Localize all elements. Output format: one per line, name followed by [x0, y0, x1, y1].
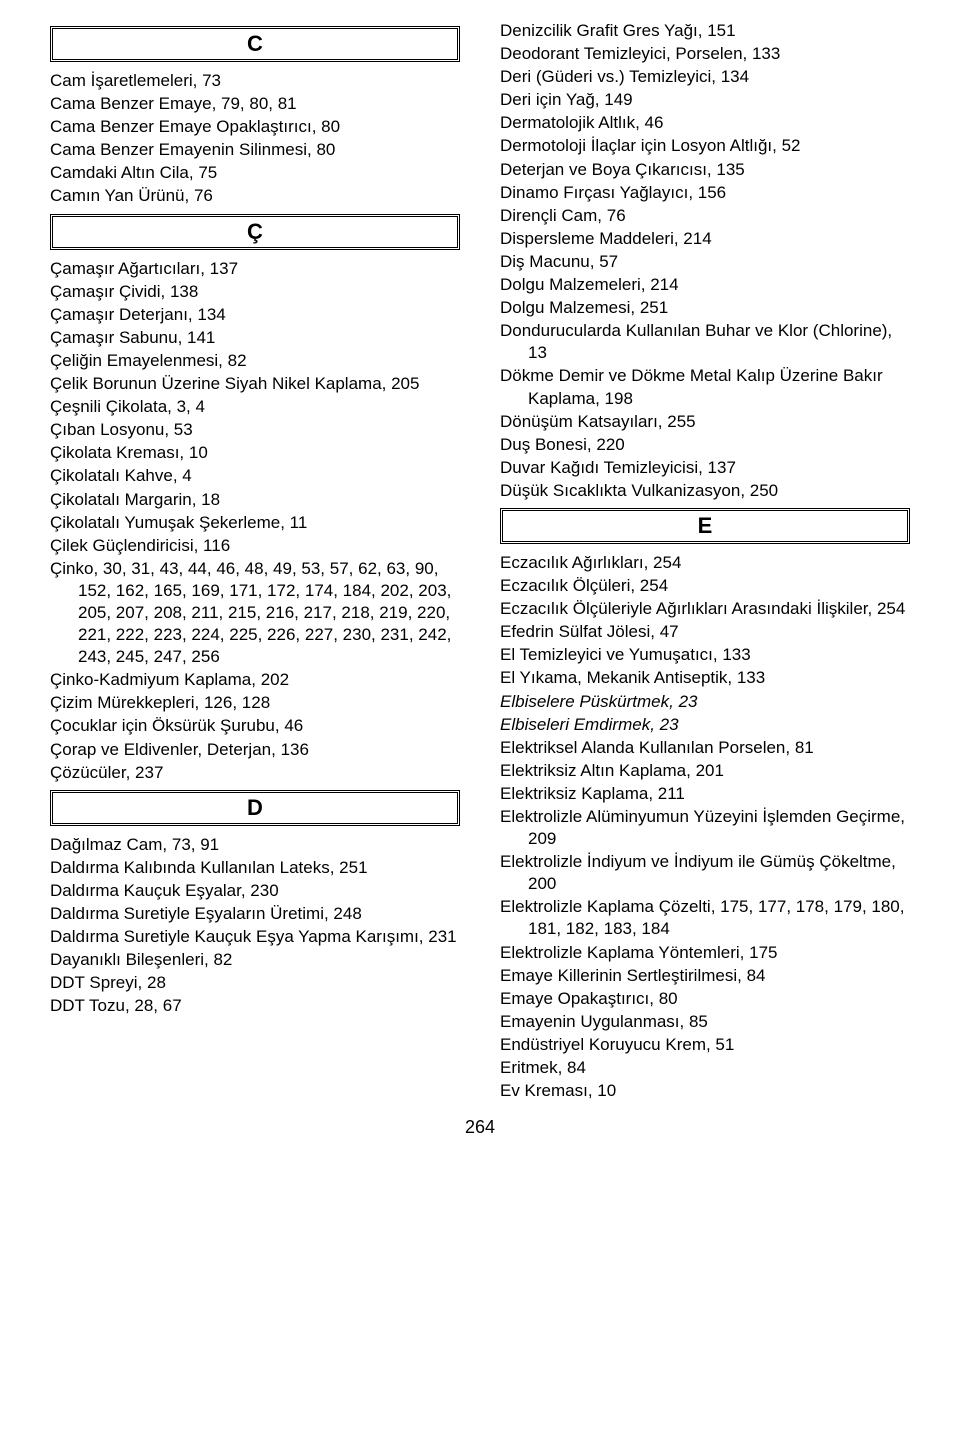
index-entry: Camın Yan Ürünü, 76: [50, 185, 460, 207]
index-entry: Daldırma Suretiyle Kauçuk Eşya Yapma Kar…: [50, 926, 460, 948]
index-entry: Çıban Losyonu, 53: [50, 419, 460, 441]
index-entry: Eczacılık Ölçüleri, 254: [500, 575, 910, 597]
index-entry: Dolgu Malzemeleri, 214: [500, 274, 910, 296]
index-entry: Elektriksiz Altın Kaplama, 201: [500, 760, 910, 782]
index-entry: Çizim Mürekkepleri, 126, 128: [50, 692, 460, 714]
letter-heading: D: [50, 790, 460, 826]
index-entry: Çamaşır Deterjanı, 134: [50, 304, 460, 326]
index-entry: Elektriksel Alanda Kullanılan Porselen, …: [500, 737, 910, 759]
entries-list: Çamaşır Ağartıcıları, 137Çamaşır Çividi,…: [50, 258, 460, 784]
index-entry: Çamaşır Sabunu, 141: [50, 327, 460, 349]
right-column: Denizcilik Grafit Gres Yağı, 151Deodoran…: [500, 20, 910, 1103]
index-entry: Eczacılık Ölçüleriyle Ağırlıkları Arasın…: [500, 598, 910, 620]
index-entry: DDT Tozu, 28, 67: [50, 995, 460, 1017]
letter-heading: Ç: [50, 214, 460, 250]
index-entry: Cama Benzer Emaye, 79, 80, 81: [50, 93, 460, 115]
index-entry: Deri için Yağ, 149: [500, 89, 910, 111]
left-column: CCam İşaretlemeleri, 73Cama Benzer Emaye…: [50, 20, 460, 1103]
index-entry: Çinko-Kadmiyum Kaplama, 202: [50, 669, 460, 691]
page-columns: CCam İşaretlemeleri, 73Cama Benzer Emaye…: [50, 20, 910, 1103]
index-entry: Çikolatalı Yumuşak Şekerleme, 11: [50, 512, 460, 534]
index-entry: Camdaki Altın Cila, 75: [50, 162, 460, 184]
index-entry: Çinko, 30, 31, 43, 44, 46, 48, 49, 53, 5…: [50, 558, 460, 668]
index-entry: Dondurucularda Kullanılan Buhar ve Klor …: [500, 320, 910, 364]
index-entry: Deodorant Temizleyici, Porselen, 133: [500, 43, 910, 65]
index-entry: Dispersleme Maddeleri, 214: [500, 228, 910, 250]
index-entry: Ev Kreması, 10: [500, 1080, 910, 1102]
index-entry: Duş Bonesi, 220: [500, 434, 910, 456]
index-entry: Daldırma Kalıbında Kullanılan Lateks, 25…: [50, 857, 460, 879]
entries-list: Dağılmaz Cam, 73, 91Daldırma Kalıbında K…: [50, 834, 460, 1018]
index-entry: Çelik Borunun Üzerine Siyah Nikel Kaplam…: [50, 373, 460, 395]
index-entry: Eczacılık Ağırlıkları, 254: [500, 552, 910, 574]
index-entry: Dayanıklı Bileşenleri, 82: [50, 949, 460, 971]
page-number: 264: [50, 1117, 910, 1138]
index-entry: Elbiseleri Emdirmek, 23: [500, 714, 910, 736]
index-entry: Cama Benzer Emaye Opaklaştırıcı, 80: [50, 116, 460, 138]
entries-list: Denizcilik Grafit Gres Yağı, 151Deodoran…: [500, 20, 910, 502]
index-entry: Çeşnili Çikolata, 3, 4: [50, 396, 460, 418]
index-entry: Cam İşaretlemeleri, 73: [50, 70, 460, 92]
entries-list: Cam İşaretlemeleri, 73Cama Benzer Emaye,…: [50, 70, 460, 208]
index-entry: Deri (Güderi vs.) Temizleyici, 134: [500, 66, 910, 88]
index-entry: Çorap ve Eldivenler, Deterjan, 136: [50, 739, 460, 761]
index-entry: Elbiselere Püskürtmek, 23: [500, 691, 910, 713]
index-entry: Elektrolizle İndiyum ve İndiyum ile Gümü…: [500, 851, 910, 895]
index-entry: Dönüşüm Katsayıları, 255: [500, 411, 910, 433]
index-entry: El Temizleyici ve Yumuşatıcı, 133: [500, 644, 910, 666]
index-entry: Efedrin Sülfat Jölesi, 47: [500, 621, 910, 643]
index-entry: Dermatolojik Altlık, 46: [500, 112, 910, 134]
index-entry: Cama Benzer Emayenin Silinmesi, 80: [50, 139, 460, 161]
index-entry: Emaye Killerinin Sertleştirilmesi, 84: [500, 965, 910, 987]
index-entry: Deterjan ve Boya Çıkarıcısı, 135: [500, 159, 910, 181]
index-entry: Emaye Opakaştırıcı, 80: [500, 988, 910, 1010]
index-entry: Çikolatalı Margarin, 18: [50, 489, 460, 511]
index-entry: Çocuklar için Öksürük Şurubu, 46: [50, 715, 460, 737]
index-entry: Daldırma Kauçuk Eşyalar, 230: [50, 880, 460, 902]
index-entry: Elektrolizle Kaplama Yöntemleri, 175: [500, 942, 910, 964]
index-entry: Düşük Sıcaklıkta Vulkanizasyon, 250: [500, 480, 910, 502]
index-entry: Çilek Güçlendiricisi, 116: [50, 535, 460, 557]
index-entry: Çamaşır Ağartıcıları, 137: [50, 258, 460, 280]
index-entry: Denizcilik Grafit Gres Yağı, 151: [500, 20, 910, 42]
letter-heading: E: [500, 508, 910, 544]
index-entry: Çeliğin Emayelenmesi, 82: [50, 350, 460, 372]
index-entry: El Yıkama, Mekanik Antiseptik, 133: [500, 667, 910, 689]
letter-heading: C: [50, 26, 460, 62]
index-entry: Elektrolizle Kaplama Çözelti, 175, 177, …: [500, 896, 910, 940]
index-entry: Duvar Kağıdı Temizleyicisi, 137: [500, 457, 910, 479]
index-entry: DDT Spreyi, 28: [50, 972, 460, 994]
index-entry: Daldırma Suretiyle Eşyaların Üretimi, 24…: [50, 903, 460, 925]
index-entry: Dinamo Fırçası Yağlayıcı, 156: [500, 182, 910, 204]
index-entry: Çözücüler, 237: [50, 762, 460, 784]
index-entry: Dökme Demir ve Dökme Metal Kalıp Üzerine…: [500, 365, 910, 409]
index-entry: Çikolata Kreması, 10: [50, 442, 460, 464]
index-entry: Çamaşır Çividi, 138: [50, 281, 460, 303]
index-entry: Endüstriyel Koruyucu Krem, 51: [500, 1034, 910, 1056]
index-entry: Çikolatalı Kahve, 4: [50, 465, 460, 487]
entries-list: Eczacılık Ağırlıkları, 254Eczacılık Ölçü…: [500, 552, 910, 1102]
index-entry: Dirençli Cam, 76: [500, 205, 910, 227]
index-entry: Dolgu Malzemesi, 251: [500, 297, 910, 319]
index-entry: Eritmek, 84: [500, 1057, 910, 1079]
index-entry: Dermotoloji İlaçlar için Losyon Altlığı,…: [500, 135, 910, 157]
index-entry: Elektrolizle Alüminyumun Yüzeyini İşlemd…: [500, 806, 910, 850]
index-entry: Dağılmaz Cam, 73, 91: [50, 834, 460, 856]
index-entry: Emayenin Uygulanması, 85: [500, 1011, 910, 1033]
index-entry: Diş Macunu, 57: [500, 251, 910, 273]
index-entry: Elektriksiz Kaplama, 211: [500, 783, 910, 805]
